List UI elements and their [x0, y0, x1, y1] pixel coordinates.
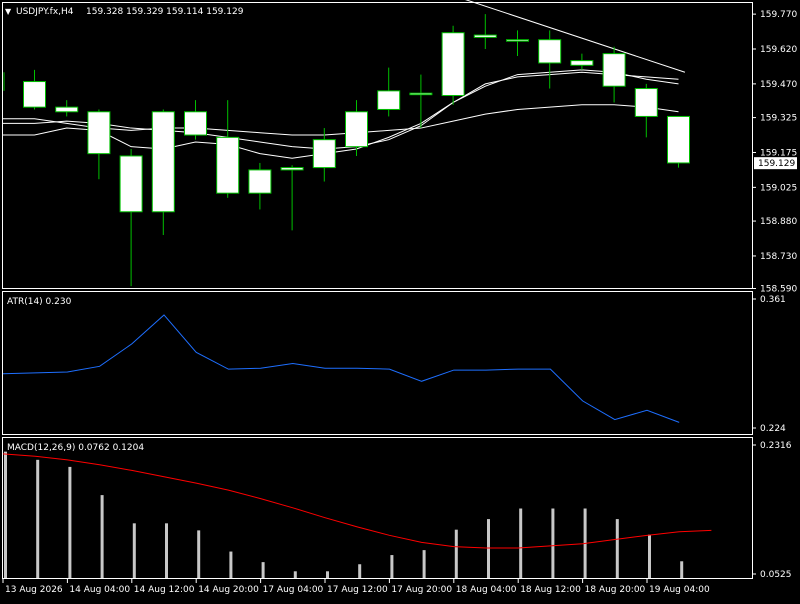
- macd-label: MACD(12,26,9) 0.0762 0.1204: [7, 443, 144, 453]
- macd-histogram-bar: [358, 564, 362, 578]
- macd-histogram-bar: [261, 562, 265, 578]
- price-axis-tick: 158.730: [760, 252, 797, 262]
- candle-body: [345, 111, 368, 148]
- candle-body: [538, 39, 562, 64]
- atr-series: [2, 314, 680, 423]
- candle-body: [409, 92, 433, 96]
- price-axis-tick: 158.590: [760, 285, 797, 295]
- price-axis-tick: 159.025: [760, 183, 797, 193]
- macd-histogram-bar: [615, 519, 619, 578]
- candle-body: [473, 34, 497, 38]
- macd-histogram-bar: [326, 571, 329, 578]
- candle-body: [184, 111, 207, 136]
- price-axis-tick: 159.175: [760, 148, 797, 158]
- candle-body: [87, 111, 111, 155]
- macd-axis-tick: 0.0525: [760, 570, 792, 580]
- macd-signal-line: [2, 453, 712, 549]
- atr-axis-tick: 0.361: [760, 295, 786, 305]
- price-axis-tick: 159.770: [760, 10, 797, 20]
- candle-body: [151, 111, 175, 213]
- axis-ticks: 159.770 159.620 159.470 159.325 159.175 159.0…: [2, 10, 797, 595]
- macd-histogram-bar: [519, 508, 523, 578]
- price-axis-tick: 159.470: [760, 80, 797, 90]
- macd-histogram-bar: [390, 555, 394, 578]
- atr-label: ATR(14) 0.230: [7, 297, 72, 307]
- macd-histogram-bar: [422, 550, 426, 578]
- macd-histogram-bar: [229, 551, 233, 578]
- ma-mid-line: [3, 71, 679, 150]
- atr-axis-tick: 0.224: [760, 424, 786, 434]
- time-axis-tick: 18 Aug 20:00: [585, 585, 646, 595]
- macd-histogram-bar: [454, 529, 458, 578]
- macd-axis-tick: 0.2316: [760, 441, 792, 451]
- chart-menu-icon[interactable]: ▼: [5, 7, 12, 16]
- candle-body: [377, 90, 401, 110]
- time-axis-tick: 17 Aug 12:00: [327, 585, 388, 595]
- time-axis-tick: 19 Aug 04:00: [649, 585, 710, 595]
- price-series: [3, 0, 690, 287]
- macd-histogram-bar: [100, 495, 104, 578]
- current-price-label: 159.129: [758, 159, 795, 169]
- macd-histogram-bar: [36, 459, 40, 578]
- price-axis-tick: 159.325: [760, 114, 797, 124]
- time-axis-tick: 17 Aug 04:00: [263, 585, 324, 595]
- candle-body: [602, 53, 626, 87]
- macd-series: [2, 451, 712, 578]
- ma-slow-line: [3, 104, 679, 136]
- current-price-label-bg: [754, 157, 797, 170]
- time-axis-tick: 14 Aug 12:00: [134, 585, 195, 595]
- time-axis-tick: 14 Aug 20:00: [198, 585, 259, 595]
- candle-body: [506, 39, 529, 42]
- time-axis-tick: 18 Aug 04:00: [456, 585, 517, 595]
- macd-histogram-bar: [132, 523, 136, 578]
- candle-body: [570, 60, 594, 66]
- candle-body: [119, 155, 143, 213]
- candle-body: [312, 139, 336, 169]
- macd-histogram-bar: [551, 508, 555, 578]
- atr-line: [2, 314, 680, 423]
- candle-body: [248, 169, 272, 194]
- candle-body: [216, 136, 240, 194]
- time-axis-tick: 13 Aug 2026: [5, 585, 63, 595]
- time-axis-tick: 14 Aug 04:00: [69, 585, 130, 595]
- macd-histogram-bar: [293, 571, 297, 578]
- macd-histogram-bar: [648, 534, 651, 578]
- candle-body: [280, 167, 304, 171]
- candle-body: [634, 88, 658, 117]
- price-axis-tick: 159.620: [760, 45, 797, 55]
- macd-panel-frame: [2, 437, 753, 579]
- macd-histogram-bar: [4, 451, 7, 578]
- macd-histogram-bar: [165, 523, 168, 578]
- candle-body: [23, 81, 46, 108]
- price-axis-tick: 158.880: [760, 217, 797, 227]
- symbol-label: USDJPY.fx,H4: [16, 7, 74, 17]
- time-axis-tick: 17 Aug 20:00: [391, 585, 452, 595]
- time-axis-tick: 18 Aug 12:00: [520, 585, 581, 595]
- ohlc-readout: 159.328 159.329 159.114 159.129: [86, 7, 244, 17]
- candle-body: [55, 106, 79, 113]
- macd-histogram-bar: [197, 530, 201, 578]
- trendline: [465, 0, 686, 73]
- macd-histogram-bar: [487, 519, 490, 578]
- macd-histogram-bar: [68, 466, 72, 578]
- ma-fast-line: [3, 69, 679, 159]
- price-panel-frame: [2, 2, 753, 289]
- macd-histogram-bar: [680, 561, 684, 578]
- candle-body: [441, 32, 465, 97]
- atr-panel-frame: [2, 291, 753, 435]
- candle-body: [667, 115, 690, 164]
